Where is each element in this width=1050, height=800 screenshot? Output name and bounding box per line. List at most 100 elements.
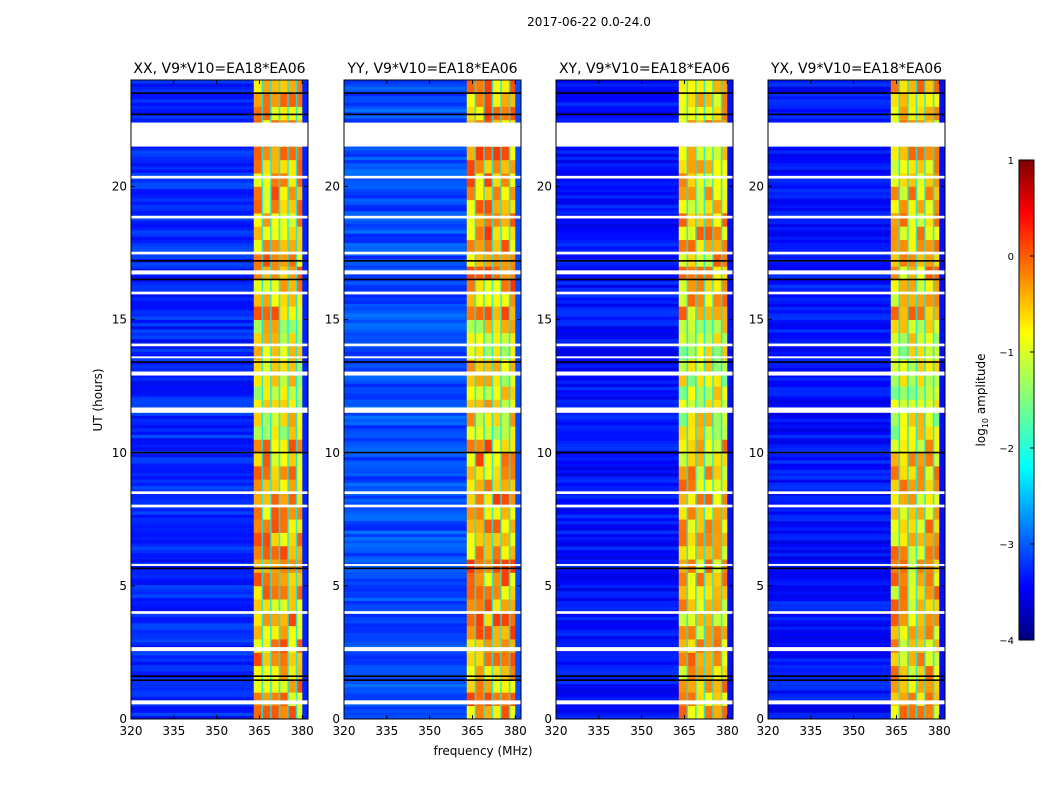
heatmap-row [131,182,254,186]
flagged-row [131,371,308,376]
heatmap-cell [483,399,493,414]
flagged-row [556,270,733,275]
heatmap-row [344,297,467,301]
heatmap-cell [704,439,714,454]
heatmap-row [768,472,891,477]
heatmap-cell [296,679,303,693]
heatmap-cell [270,306,280,320]
heatmap-cell [713,346,722,360]
heatmap-row [556,377,679,381]
heatmap-row [344,428,467,432]
heatmap-row [768,345,891,349]
heatmap-cell [262,372,271,387]
heatmap-row [768,517,891,522]
heatmap-cell [296,253,303,267]
x-tick-label: 320 [120,724,143,738]
heatmap-cell [925,492,934,507]
heatmap-cell [270,80,280,94]
heatmap-cell [492,159,502,174]
heatmap-cell [501,332,510,347]
heatmap-cell [475,306,484,320]
heatmap-cell [509,226,516,241]
heatmap-cell [475,319,484,334]
heatmap-cell [279,253,289,267]
colorbar-tick-label: −1 [999,348,1014,359]
heatmap-cell [475,386,484,400]
heatmap-row [768,207,891,212]
heatmap-row [131,399,254,403]
dark-row [344,679,521,681]
heatmap-cell [279,426,289,440]
heatmap-cell [687,519,696,533]
heatmap-cell [687,692,696,706]
heatmap-cell [933,319,940,334]
heatmap-row [768,185,891,189]
heatmap-cell [916,665,926,680]
heatmap-cell [925,306,934,320]
heatmap-row [768,511,891,515]
heatmap-row [556,626,679,630]
heatmap-row [768,249,891,253]
x-tick-label: 320 [757,724,780,738]
heatmap-row [556,677,679,681]
heatmap-cell [253,186,263,201]
heatmap-row [768,549,891,554]
heatmap-row [556,434,679,439]
heatmap-row [131,281,254,285]
heatmap-row [344,498,467,503]
heatmap-cell [713,213,722,227]
heatmap-cell [253,159,263,174]
heatmap-cell [483,506,493,520]
heatmap-row [556,517,679,522]
heatmap-row [768,485,891,490]
heatmap-cell [501,652,510,667]
heatmap-cell [501,146,510,161]
heatmap-cell [509,479,516,493]
heatmap-row [344,367,467,372]
heatmap-cell [704,572,714,587]
heatmap-cell [296,665,303,680]
channel-gap [720,80,723,719]
heatmap-row [131,268,254,272]
heatmap-cell [907,412,917,427]
heatmap-row [556,383,679,388]
heatmap-cell [466,159,476,174]
heatmap-row [556,693,679,697]
heatmap-row [131,591,254,595]
heatmap-cell [509,173,516,187]
heatmap-cell [262,412,271,427]
heatmap-cell [695,199,705,214]
heatmap-cell [279,279,289,294]
heatmap-row [768,402,891,407]
heatmap-row [344,600,467,605]
heatmap-cell [509,213,516,227]
heatmap-row [556,415,679,419]
heatmap-row [768,530,891,534]
heatmap-row [131,386,254,391]
heatmap-row [556,399,679,403]
heatmap-cell [509,652,516,667]
heatmap-cell [296,359,303,374]
heatmap-row [768,380,891,384]
dark-row [556,567,733,570]
heatmap-cell [501,173,510,187]
heatmap-cell [678,679,688,693]
heatmap-row [768,195,891,199]
heatmap-cell [890,705,900,720]
x-tick-label: 380 [291,724,314,738]
heatmap-row [131,83,254,87]
heatmap-row [556,520,679,525]
dark-row [344,92,521,94]
heatmap-row [344,316,467,320]
heatmap-cell [296,519,303,533]
heatmap-cell [678,93,688,107]
heatmap-cell [890,213,900,227]
heatmap-row [556,357,679,362]
heatmap-cell [925,612,934,627]
heatmap-cell [483,319,493,334]
heatmap-cell [695,532,705,547]
heatmap-cell [296,612,303,627]
heatmap-cell [890,293,900,307]
heatmap-row [556,179,679,183]
heatmap-cell [466,173,476,187]
